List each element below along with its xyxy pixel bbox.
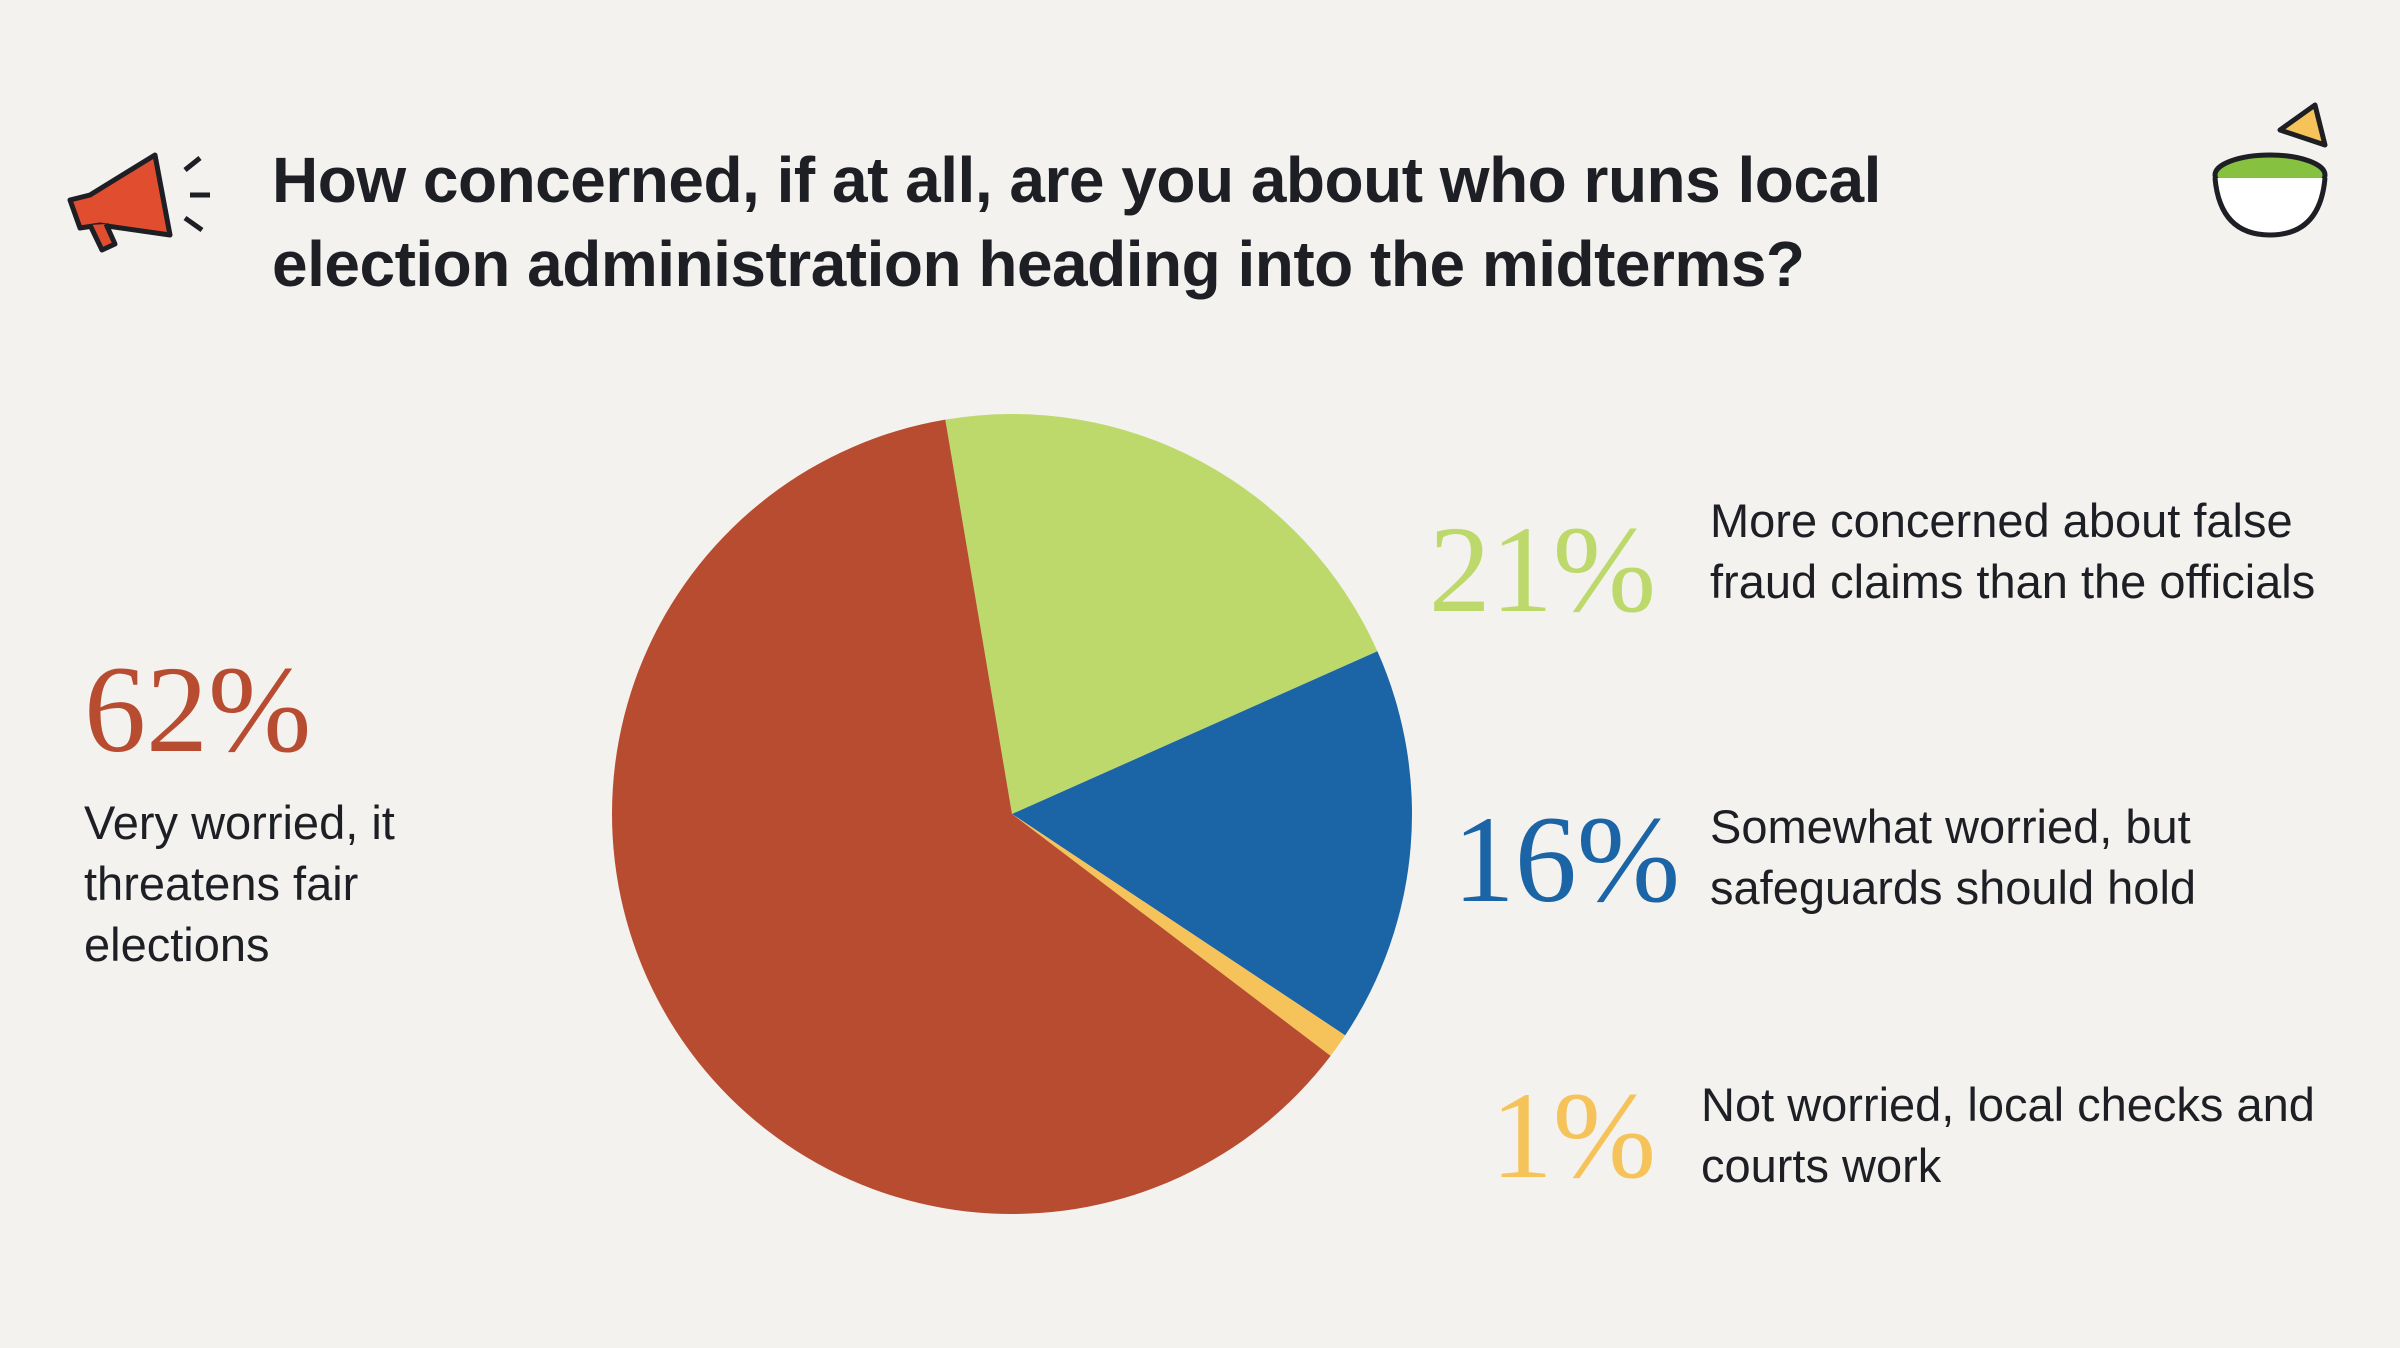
legend-label: Somewhat worried, but safeguards should … [1710, 800, 2197, 914]
megaphone-icon [67, 152, 210, 253]
legend-label: Not worried, local checks and courts wor… [1701, 1078, 2315, 1192]
chart-title: How concerned, if at all, are you about … [272, 144, 1881, 300]
pie-slice [611, 419, 1331, 1215]
legend-label: Very worried, it threatens fair election… [84, 796, 395, 971]
value-label: 21% [1428, 501, 1656, 638]
value-label: 62% [84, 641, 312, 778]
value-label: 1% [1490, 1067, 1656, 1204]
legend-label: More concerned about false fraud claims … [1710, 494, 2316, 608]
value-label: 16% [1452, 791, 1680, 928]
pie-slice [1012, 651, 1412, 1036]
pie-slice [1012, 814, 1346, 1056]
guacamole-icon [2212, 102, 2328, 238]
pie-slice [945, 414, 1378, 814]
